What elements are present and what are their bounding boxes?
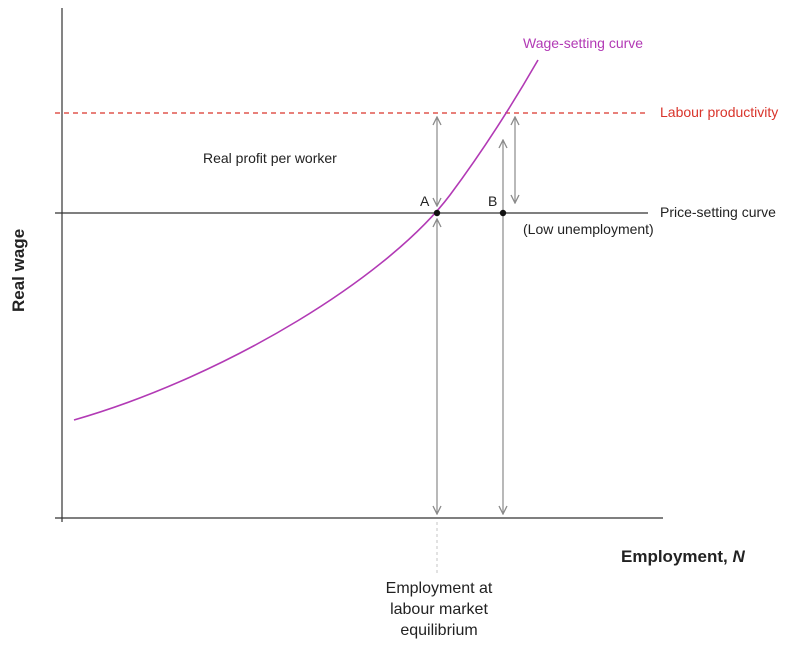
point-a-label: A — [420, 193, 430, 209]
price-setting-sublabel: (Low unemployment) — [523, 221, 654, 237]
x-axis-title-prefix: Employment, — [621, 547, 732, 566]
wage-setting-curve — [73, 59, 539, 421]
profit-region-label: Real profit per worker — [203, 150, 337, 166]
price-setting-label: Price-setting curve — [660, 204, 776, 220]
point-a — [433, 209, 441, 217]
equilibrium-label-line-1: Employment at — [386, 580, 493, 597]
x-axis-title: Employment, N — [621, 547, 745, 566]
equilibrium-label-line-2: labour market — [390, 601, 488, 618]
labour-productivity-label: Labour productivity — [660, 104, 778, 120]
point-b — [499, 209, 507, 217]
wage-setting-label: Wage-setting curve — [523, 35, 643, 51]
equilibrium-label-line-3: equilibrium — [400, 622, 477, 639]
point-b-label: B — [488, 193, 497, 209]
x-axis-title-var: N — [732, 547, 745, 566]
y-axis-title: Real wage — [9, 229, 28, 312]
